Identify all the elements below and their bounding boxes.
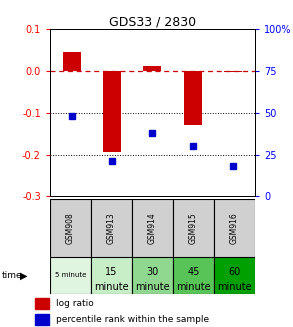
Bar [91, 257, 132, 294]
Text: minute: minute [135, 282, 170, 292]
Text: GSM916: GSM916 [230, 212, 239, 244]
Bar [214, 199, 255, 257]
Bar [63, 52, 81, 71]
Text: minute: minute [217, 282, 252, 292]
Bar [103, 71, 121, 152]
Bar [132, 257, 173, 294]
Text: percentile rank within the sample: percentile rank within the sample [56, 315, 209, 324]
Bar [224, 71, 242, 72]
Text: minute: minute [94, 282, 129, 292]
Bar [214, 257, 255, 294]
Text: 5 minute: 5 minute [54, 272, 86, 279]
Bar [132, 199, 173, 257]
Bar [91, 199, 132, 257]
Text: 15: 15 [105, 267, 117, 277]
Bar [50, 199, 91, 257]
Text: log ratio: log ratio [56, 299, 94, 308]
Bar [35, 314, 49, 325]
Bar [173, 257, 214, 294]
Bar [50, 257, 91, 294]
Bar [143, 66, 161, 71]
Text: time: time [1, 271, 22, 280]
Text: 30: 30 [146, 267, 159, 277]
Title: GDS33 / 2830: GDS33 / 2830 [109, 15, 196, 28]
Bar [35, 298, 49, 309]
Text: minute: minute [176, 282, 211, 292]
Text: 60: 60 [228, 267, 241, 277]
Text: GSM915: GSM915 [189, 212, 198, 244]
Text: GSM914: GSM914 [148, 212, 157, 244]
Bar [183, 71, 202, 125]
Text: GSM913: GSM913 [107, 212, 116, 244]
Text: 45: 45 [187, 267, 200, 277]
Text: ▶: ▶ [20, 270, 28, 281]
Bar [173, 199, 214, 257]
Text: GSM908: GSM908 [66, 212, 75, 244]
